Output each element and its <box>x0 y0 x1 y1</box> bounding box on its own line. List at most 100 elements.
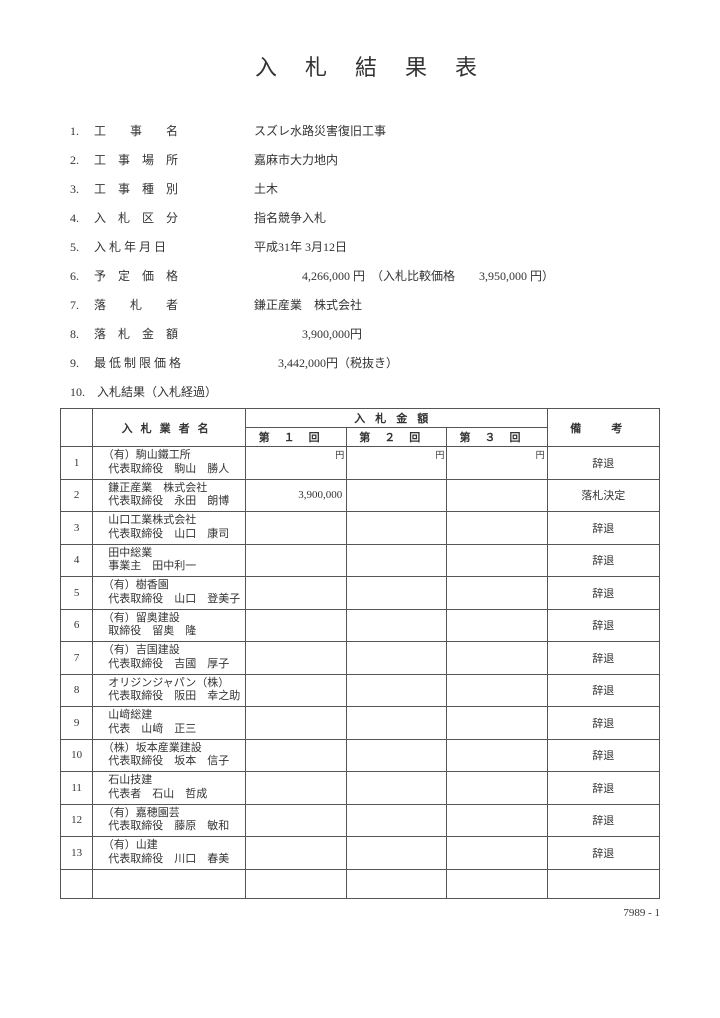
cell-no: 1 <box>61 447 93 480</box>
header-round3: 第３回 <box>447 428 547 447</box>
cell-amount-2 <box>347 642 447 675</box>
cell-remarks: 辞退 <box>547 772 659 805</box>
cell-amount-1 <box>245 837 346 870</box>
info-label: 最 低 制 限 価 格 <box>94 354 254 371</box>
info-num: 9. <box>70 356 94 371</box>
info-label: 工 事 種 別 <box>94 180 254 197</box>
table-row: 12 （有）嘉穂園芸 代表取締役 藤原 敏和辞退 <box>61 804 660 837</box>
cell-remarks: 落札決定 <box>547 479 659 512</box>
cell-no: 11 <box>61 772 93 805</box>
cell-amount-2 <box>347 804 447 837</box>
cell-amount-3 <box>447 479 547 512</box>
table-row: 6 （有）留奥建設 取締役 留奥 隆辞退 <box>61 609 660 642</box>
cell-bidder: オリジンジャパン（株） 代表取締役 阪田 幸之助 <box>93 674 246 707</box>
header-bidder: 入札業者名 <box>93 409 246 447</box>
section-10-heading: 10. 入札結果（入札経過） <box>70 383 660 400</box>
cell-no: 9 <box>61 707 93 740</box>
info-num: 2. <box>70 153 94 168</box>
info-label: 入 札 年 月 日 <box>94 238 254 255</box>
info-row: 2.工 事 場 所嘉麻市大力地内 <box>70 151 660 168</box>
header-round2: 第２回 <box>347 428 447 447</box>
cell-remarks: 辞退 <box>547 577 659 610</box>
info-num: 6. <box>70 269 94 284</box>
table-row: 10 （株）坂本産業建設 代表取締役 坂本 信子辞退 <box>61 739 660 772</box>
cell-amount-1 <box>245 609 346 642</box>
cell-amount-1 <box>245 707 346 740</box>
cell-remarks: 辞退 <box>547 674 659 707</box>
cell-bidder: 山﨑総建 代表 山﨑 正三 <box>93 707 246 740</box>
info-num: 3. <box>70 182 94 197</box>
info-value: 指名競争入札 <box>254 209 660 226</box>
cell-no: 13 <box>61 837 93 870</box>
cell-amount-2 <box>347 512 447 545</box>
cell-amount-2 <box>347 609 447 642</box>
cell-bidder: （有）山建 代表取締役 川口 春美 <box>93 837 246 870</box>
cell-amount-2 <box>347 707 447 740</box>
cell-remarks: 辞退 <box>547 512 659 545</box>
cell-bidder: （株）坂本産業建設 代表取締役 坂本 信子 <box>93 739 246 772</box>
info-label: 入 札 区 分 <box>94 209 254 226</box>
cell-amount-2 <box>347 577 447 610</box>
info-value: 4,266,000 円 （入札比較価格 3,950,000 円） <box>254 267 660 284</box>
info-label: 工 事 場 所 <box>94 151 254 168</box>
table-row: 9 山﨑総建 代表 山﨑 正三辞退 <box>61 707 660 740</box>
table-row-empty <box>61 869 660 898</box>
cell-no: 8 <box>61 674 93 707</box>
cell-remarks: 辞退 <box>547 609 659 642</box>
table-row: 3 山口工業株式会社 代表取締役 山口 康司 辞退 <box>61 512 660 545</box>
info-row: 9.最 低 制 限 価 格 3,442,000円（税抜き） <box>70 354 660 371</box>
cell-amount-3 <box>447 707 547 740</box>
info-value: 平成31年 3月12日 <box>254 238 660 255</box>
cell-amount-2 <box>347 837 447 870</box>
table-row: 7 （有）吉国建設 代表取締役 吉國 厚子辞退 <box>61 642 660 675</box>
info-value: 嘉麻市大力地内 <box>254 151 660 168</box>
cell-amount-3 <box>447 739 547 772</box>
cell-amount-1 <box>245 512 346 545</box>
cell-amount-3: 円 <box>447 447 547 480</box>
cell-bidder: （有）駒山鐵工所 代表取締役 駒山 勝人 <box>93 447 246 480</box>
cell-remarks: 辞退 <box>547 804 659 837</box>
info-label: 落 札 者 <box>94 296 254 313</box>
cell-amount-2 <box>347 479 447 512</box>
info-value: 土木 <box>254 180 660 197</box>
cell-amount-2: 円 <box>347 447 447 480</box>
cell-amount-1 <box>245 642 346 675</box>
info-row: 8.落 札 金 額 3,900,000円 <box>70 325 660 342</box>
cell-amount-2 <box>347 544 447 577</box>
info-value: 3,900,000円 <box>254 325 660 342</box>
cell-amount-3 <box>447 674 547 707</box>
cell-amount-1 <box>245 577 346 610</box>
page-title: 入札結果表 <box>60 50 660 82</box>
info-value: 3,442,000円（税抜き） <box>254 354 660 371</box>
table-row: 8 オリジンジャパン（株） 代表取締役 阪田 幸之助 辞退 <box>61 674 660 707</box>
cell-no: 4 <box>61 544 93 577</box>
info-num: 8. <box>70 327 94 342</box>
info-num: 5. <box>70 240 94 255</box>
info-row: 6.予 定 価 格 4,266,000 円 （入札比較価格 3,950,000 … <box>70 267 660 284</box>
cell-no: 5 <box>61 577 93 610</box>
cell-amount-3 <box>447 804 547 837</box>
cell-amount-1 <box>245 544 346 577</box>
cell-amount-3 <box>447 837 547 870</box>
cell-amount-1 <box>245 674 346 707</box>
cell-amount-3 <box>447 544 547 577</box>
table-row: 4 田中総業 事業主 田中利一辞退 <box>61 544 660 577</box>
cell-bidder: 山口工業株式会社 代表取締役 山口 康司 <box>93 512 246 545</box>
info-value: 鎌正産業 株式会社 <box>254 296 660 313</box>
bid-result-table: 入札業者名 入札金額 備考 第１回 第２回 第３回 1 （有）駒山鐵工所 代表取… <box>60 408 660 899</box>
table-row: 2 鎌正産業 株式会社 代表取締役 永田 朗博3,900,000落札決定 <box>61 479 660 512</box>
cell-remarks: 辞退 <box>547 642 659 675</box>
page-footer: 7989 - 1 <box>60 907 660 919</box>
cell-no: 6 <box>61 609 93 642</box>
header-round1: 第１回 <box>245 428 346 447</box>
cell-no: 12 <box>61 804 93 837</box>
header-amount: 入札金額 <box>245 409 547 428</box>
cell-bidder: 石山技建 代表者 石山 哲成 <box>93 772 246 805</box>
cell-amount-3 <box>447 512 547 545</box>
cell-bidder: 鎌正産業 株式会社 代表取締役 永田 朗博 <box>93 479 246 512</box>
cell-amount-3 <box>447 577 547 610</box>
cell-no: 3 <box>61 512 93 545</box>
cell-remarks: 辞退 <box>547 739 659 772</box>
cell-remarks: 辞退 <box>547 447 659 480</box>
cell-amount-2 <box>347 674 447 707</box>
